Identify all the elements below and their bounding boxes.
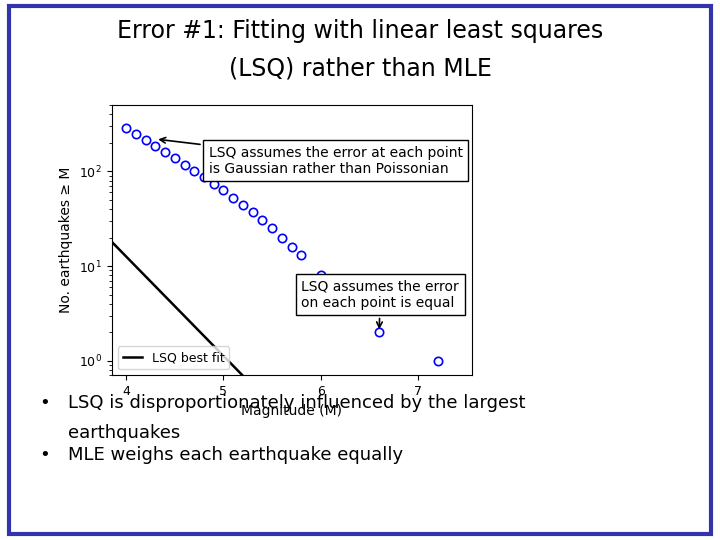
Text: MLE weighs each earthquake equally: MLE weighs each earthquake equally bbox=[68, 446, 403, 463]
Text: (LSQ) rather than MLE: (LSQ) rather than MLE bbox=[228, 57, 492, 80]
Line: LSQ best fit: LSQ best fit bbox=[112, 242, 482, 540]
Text: earthquakes: earthquakes bbox=[68, 424, 181, 442]
Text: •: • bbox=[40, 446, 50, 463]
LSQ best fit bbox=[107, 239, 116, 245]
LSQ best fit bbox=[333, 469, 342, 476]
Y-axis label: No. earthquakes ≥ M: No. earthquakes ≥ M bbox=[59, 167, 73, 314]
Text: LSQ is disproportionately influenced by the largest: LSQ is disproportionately influenced by … bbox=[68, 394, 526, 412]
X-axis label: Magnitude (M): Magnitude (M) bbox=[241, 403, 342, 417]
Text: LSQ assumes the error at each point
is Gaussian rather than Poissonian: LSQ assumes the error at each point is G… bbox=[160, 138, 463, 176]
Text: •: • bbox=[40, 394, 50, 412]
LSQ best fit bbox=[109, 240, 117, 246]
Text: Error #1: Fitting with linear least squares: Error #1: Fitting with linear least squa… bbox=[117, 19, 603, 43]
LSQ best fit bbox=[328, 463, 336, 470]
Legend: LSQ best fit: LSQ best fit bbox=[118, 346, 230, 369]
LSQ best fit bbox=[326, 462, 335, 468]
Text: LSQ assumes the error
on each point is equal: LSQ assumes the error on each point is e… bbox=[302, 279, 459, 328]
